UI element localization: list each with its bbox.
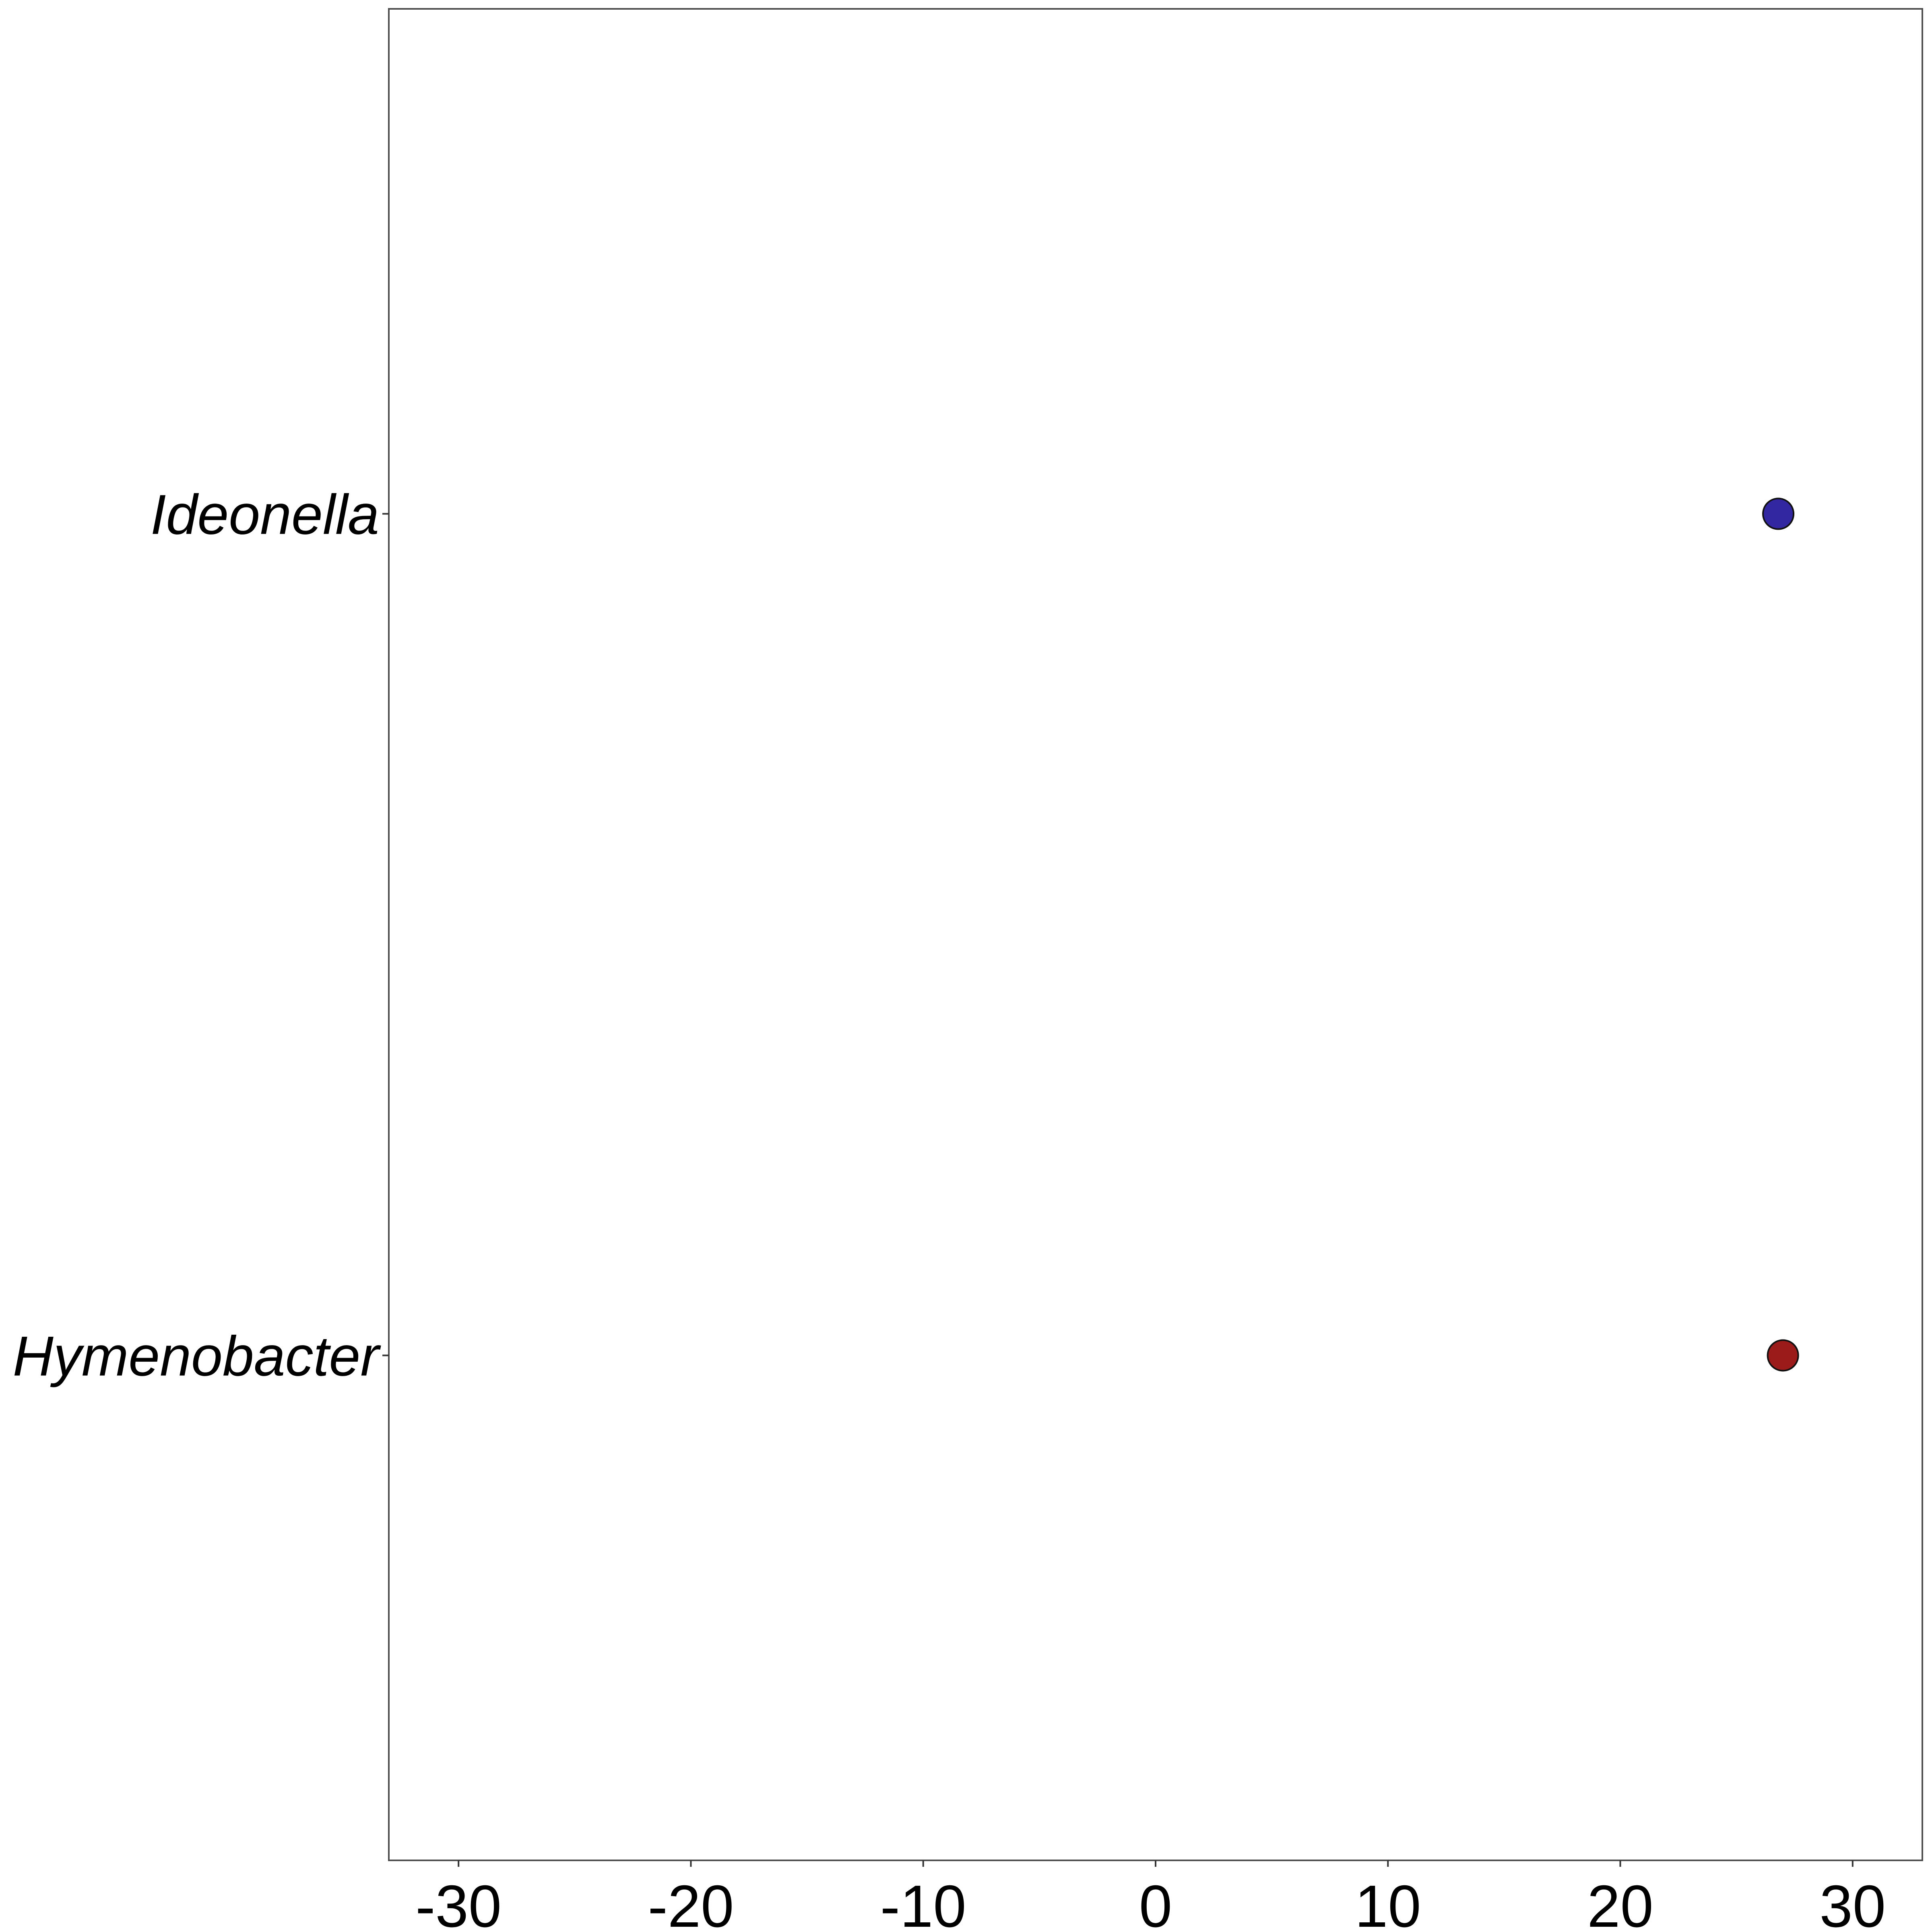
y-tick-label: Hymenobacter	[13, 1324, 382, 1387]
plot-frame	[388, 8, 1923, 1861]
x-axis: -30 -20 -10 0 10 20 30	[415, 1860, 1886, 1932]
y-axis: Ideonella Hymenobacter	[13, 483, 389, 1387]
data-point	[1767, 1339, 1799, 1372]
data-points	[1762, 497, 1799, 1372]
x-tick-label: -20	[648, 1873, 734, 1932]
x-tick-label: -10	[880, 1873, 966, 1932]
x-tick-label: 20	[1587, 1873, 1653, 1932]
x-tick-label: -30	[415, 1873, 502, 1932]
y-tick-label: Ideonella	[151, 483, 379, 546]
data-point	[1762, 497, 1795, 530]
x-tick-label: 30	[1820, 1873, 1886, 1932]
x-tick-label: 10	[1355, 1873, 1421, 1932]
x-tick-label: 0	[1139, 1873, 1172, 1932]
